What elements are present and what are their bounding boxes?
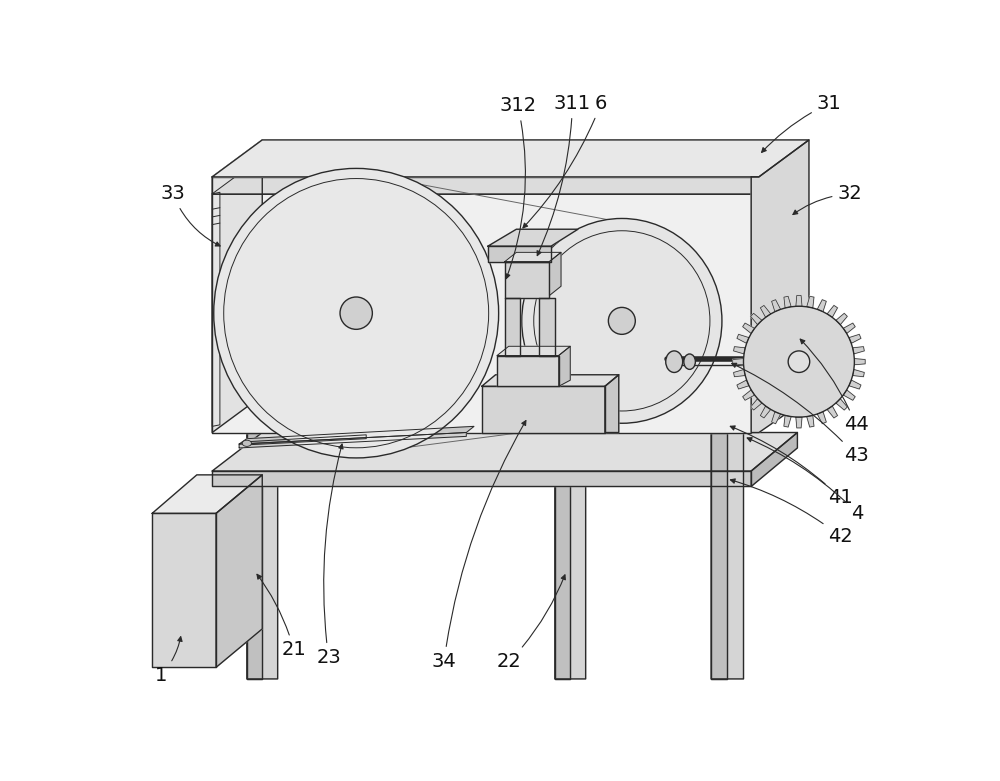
Polygon shape — [854, 358, 865, 365]
Polygon shape — [751, 433, 797, 487]
Polygon shape — [817, 300, 826, 312]
Polygon shape — [760, 406, 771, 418]
Polygon shape — [734, 347, 745, 354]
Polygon shape — [152, 513, 216, 668]
Polygon shape — [555, 413, 586, 679]
Polygon shape — [796, 417, 802, 428]
Polygon shape — [216, 475, 262, 668]
Text: 23: 23 — [316, 444, 343, 667]
Polygon shape — [853, 369, 864, 376]
Polygon shape — [152, 475, 262, 513]
Polygon shape — [711, 433, 727, 679]
Polygon shape — [247, 433, 262, 679]
Polygon shape — [212, 140, 262, 433]
Polygon shape — [247, 413, 278, 679]
Ellipse shape — [340, 297, 372, 330]
Polygon shape — [239, 426, 474, 444]
Polygon shape — [743, 323, 755, 333]
Polygon shape — [212, 140, 809, 177]
Polygon shape — [853, 347, 864, 354]
Text: 42: 42 — [730, 479, 853, 546]
Polygon shape — [555, 413, 586, 433]
Polygon shape — [737, 380, 749, 389]
Polygon shape — [212, 157, 759, 194]
Polygon shape — [212, 177, 751, 433]
Text: 44: 44 — [800, 339, 868, 434]
Polygon shape — [772, 300, 781, 312]
Polygon shape — [849, 334, 861, 344]
Polygon shape — [247, 413, 278, 433]
Polygon shape — [760, 305, 771, 317]
Polygon shape — [743, 390, 755, 401]
Polygon shape — [505, 262, 549, 298]
Text: 4: 4 — [747, 437, 864, 522]
Ellipse shape — [744, 306, 854, 417]
Polygon shape — [827, 406, 838, 418]
Polygon shape — [827, 305, 838, 317]
Text: 311: 311 — [537, 94, 591, 255]
Polygon shape — [784, 415, 791, 427]
Polygon shape — [212, 433, 797, 471]
Polygon shape — [212, 192, 220, 426]
Text: 21: 21 — [257, 574, 306, 659]
Ellipse shape — [522, 219, 722, 423]
Ellipse shape — [788, 351, 810, 373]
Polygon shape — [505, 298, 520, 355]
Polygon shape — [836, 399, 847, 410]
Text: 33: 33 — [160, 184, 220, 246]
Polygon shape — [212, 471, 751, 487]
Polygon shape — [807, 296, 814, 308]
Polygon shape — [734, 369, 745, 376]
Text: 1: 1 — [155, 637, 182, 685]
Polygon shape — [751, 313, 762, 325]
Text: 31: 31 — [762, 94, 841, 152]
Polygon shape — [488, 230, 578, 246]
Ellipse shape — [214, 169, 499, 458]
Polygon shape — [796, 295, 802, 306]
Text: 34: 34 — [432, 421, 526, 671]
Polygon shape — [482, 375, 619, 387]
Ellipse shape — [608, 308, 635, 334]
Polygon shape — [605, 375, 619, 433]
Polygon shape — [497, 346, 570, 355]
Polygon shape — [239, 433, 466, 448]
Ellipse shape — [242, 440, 251, 447]
Text: 43: 43 — [732, 363, 868, 465]
Text: 6: 6 — [523, 94, 607, 228]
Polygon shape — [247, 435, 366, 445]
Polygon shape — [555, 433, 570, 679]
Polygon shape — [549, 252, 561, 295]
Polygon shape — [772, 412, 781, 423]
Polygon shape — [817, 412, 826, 423]
Polygon shape — [737, 334, 749, 344]
Ellipse shape — [684, 354, 695, 369]
Text: 312: 312 — [499, 96, 536, 279]
Polygon shape — [497, 355, 559, 387]
Text: 41: 41 — [730, 426, 853, 508]
Polygon shape — [849, 380, 861, 389]
Polygon shape — [711, 413, 744, 433]
Polygon shape — [559, 346, 570, 387]
Polygon shape — [539, 298, 555, 355]
Polygon shape — [711, 413, 744, 679]
Polygon shape — [482, 387, 605, 433]
Polygon shape — [488, 246, 551, 262]
Polygon shape — [843, 390, 855, 401]
Polygon shape — [807, 415, 814, 427]
Polygon shape — [751, 399, 762, 410]
Text: 22: 22 — [497, 575, 565, 671]
Polygon shape — [505, 252, 561, 262]
Ellipse shape — [666, 351, 683, 373]
Text: 32: 32 — [793, 184, 862, 215]
Polygon shape — [784, 296, 791, 308]
Polygon shape — [733, 358, 744, 365]
Polygon shape — [751, 140, 809, 433]
Polygon shape — [836, 313, 847, 325]
Polygon shape — [843, 323, 855, 333]
